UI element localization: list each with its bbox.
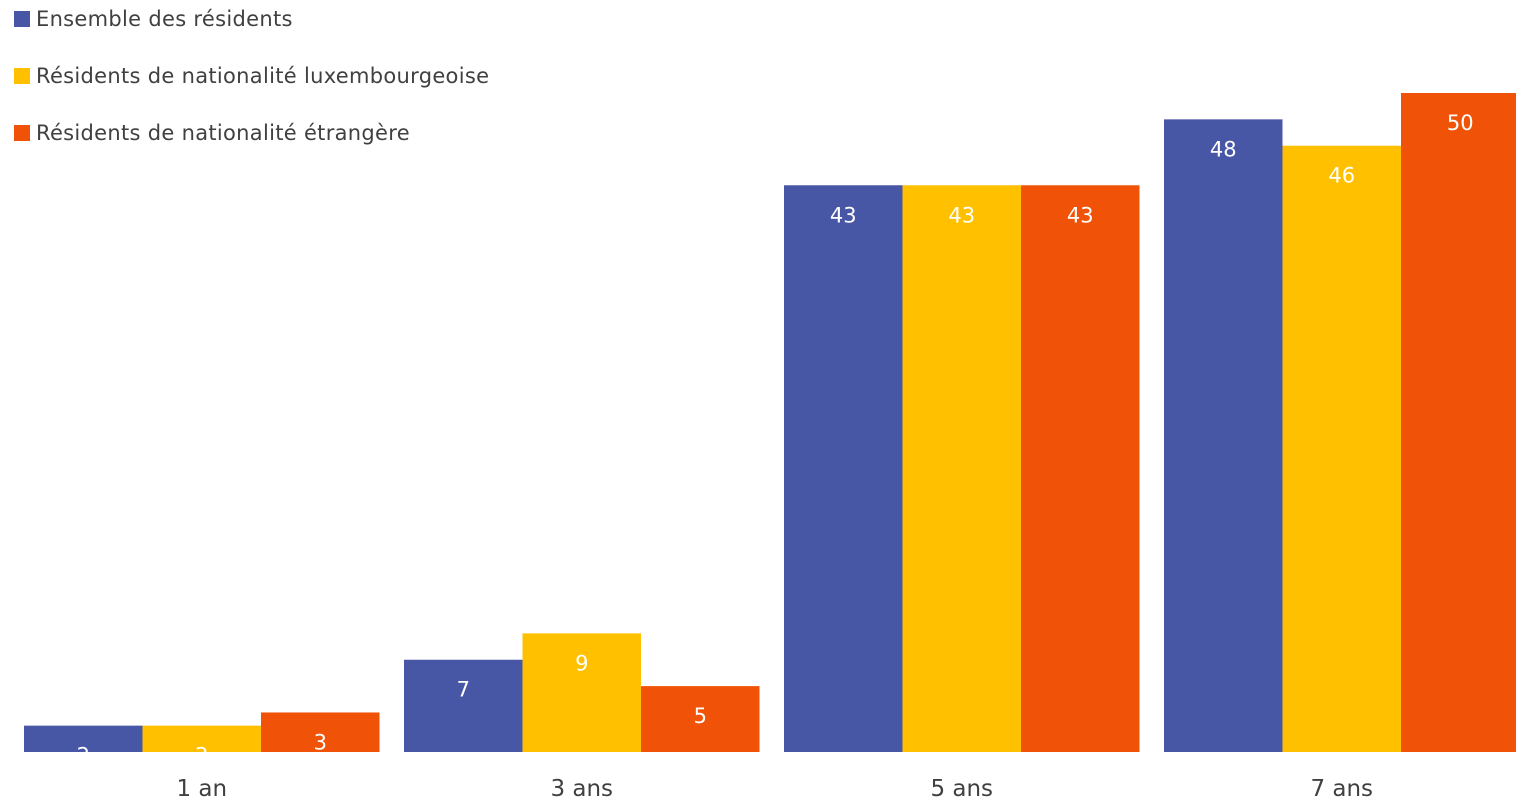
legend-swatch-ensemble [14,11,30,27]
x-tick-label-5-ans: 5 ans [930,776,993,802]
bar-residents-de-nationalite-luxembourgeoise-7-ans [1282,145,1401,753]
x-tick-label-3-ans: 3 ans [550,776,613,802]
data-label-residents-de-nationalite-etrangere-3-ans: 5 [694,704,707,728]
legend-item-etrangere: Résidents de nationalité étrangère [14,118,410,148]
bar-residents-de-nationalite-luxembourgeoise-5-ans [902,185,1021,752]
legend-swatch-luxembourgeoise [14,68,30,84]
legend-label-luxembourgeoise: Résidents de nationalité luxembourgeoise [36,64,490,88]
data-label-residents-de-nationalite-luxembourgeoise-7-ans: 46 [1328,164,1355,188]
data-label-ensemble-des-residents-1-an: 2 [77,744,90,768]
bar-residents-de-nationalite-etrangere-3-ans [641,686,760,752]
data-label-residents-de-nationalite-luxembourgeoise-1-an: 2 [195,744,208,768]
bar-residents-de-nationalite-etrangere-1-an [261,712,380,752]
bar-residents-de-nationalite-luxembourgeoise-3-ans [522,633,641,752]
data-label-ensemble-des-residents-7-ans: 48 [1210,137,1237,161]
bar-residents-de-nationalite-etrangere-7-ans [1401,93,1516,752]
data-label-residents-de-nationalite-etrangere-7-ans: 50 [1447,111,1474,135]
data-label-ensemble-des-residents-5-ans: 43 [830,203,857,227]
bar-residents-de-nationalite-etrangere-5-ans [1021,185,1140,752]
data-label-residents-de-nationalite-luxembourgeoise-5-ans: 43 [948,203,975,227]
data-label-ensemble-des-residents-3-ans: 7 [457,678,470,702]
x-tick-label-7-ans: 7 ans [1310,776,1373,802]
bar-residents-de-nationalite-luxembourgeoise-1-an [142,725,261,752]
data-label-residents-de-nationalite-etrangere-1-an: 3 [314,730,327,754]
legend-label-etrangere: Résidents de nationalité étrangère [36,121,410,145]
data-label-residents-de-nationalite-etrangere-5-ans: 43 [1067,203,1094,227]
bar-ensemble-des-residents-1-an [24,725,143,752]
legend-item-luxembourgeoise: Résidents de nationalité luxembourgeoise [14,61,489,91]
legend-swatch-etrangere [14,125,30,141]
legend-item-ensemble: Ensemble des résidents [14,4,293,34]
bar-ensemble-des-residents-3-ans [404,659,523,752]
data-label-residents-de-nationalite-luxembourgeoise-3-ans: 9 [575,651,588,675]
bar-ensemble-des-residents-5-ans [784,185,903,752]
bar-ensemble-des-residents-7-ans [1164,119,1283,753]
legend-label-ensemble: Ensemble des résidents [36,7,293,31]
x-tick-label-1-an: 1 an [176,776,227,802]
